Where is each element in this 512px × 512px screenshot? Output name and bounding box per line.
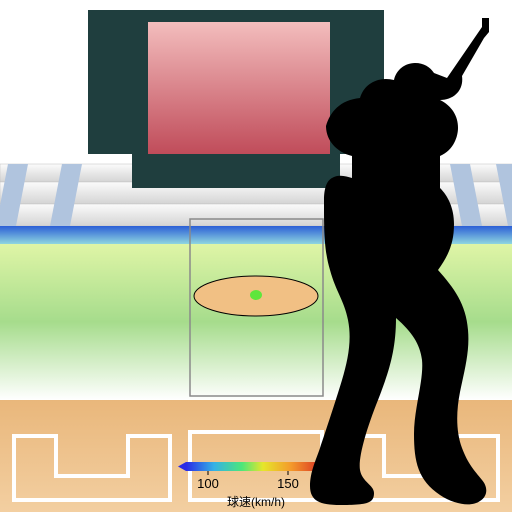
- baseball-diagram: 100 150 球速(km/h): [0, 0, 512, 512]
- colorbar-tick-labels: 100 150: [0, 0, 512, 512]
- colorbar-tick: 150: [277, 476, 299, 491]
- colorbar-caption: 球速(km/h): [227, 493, 285, 510]
- colorbar-tick: 100: [197, 476, 219, 491]
